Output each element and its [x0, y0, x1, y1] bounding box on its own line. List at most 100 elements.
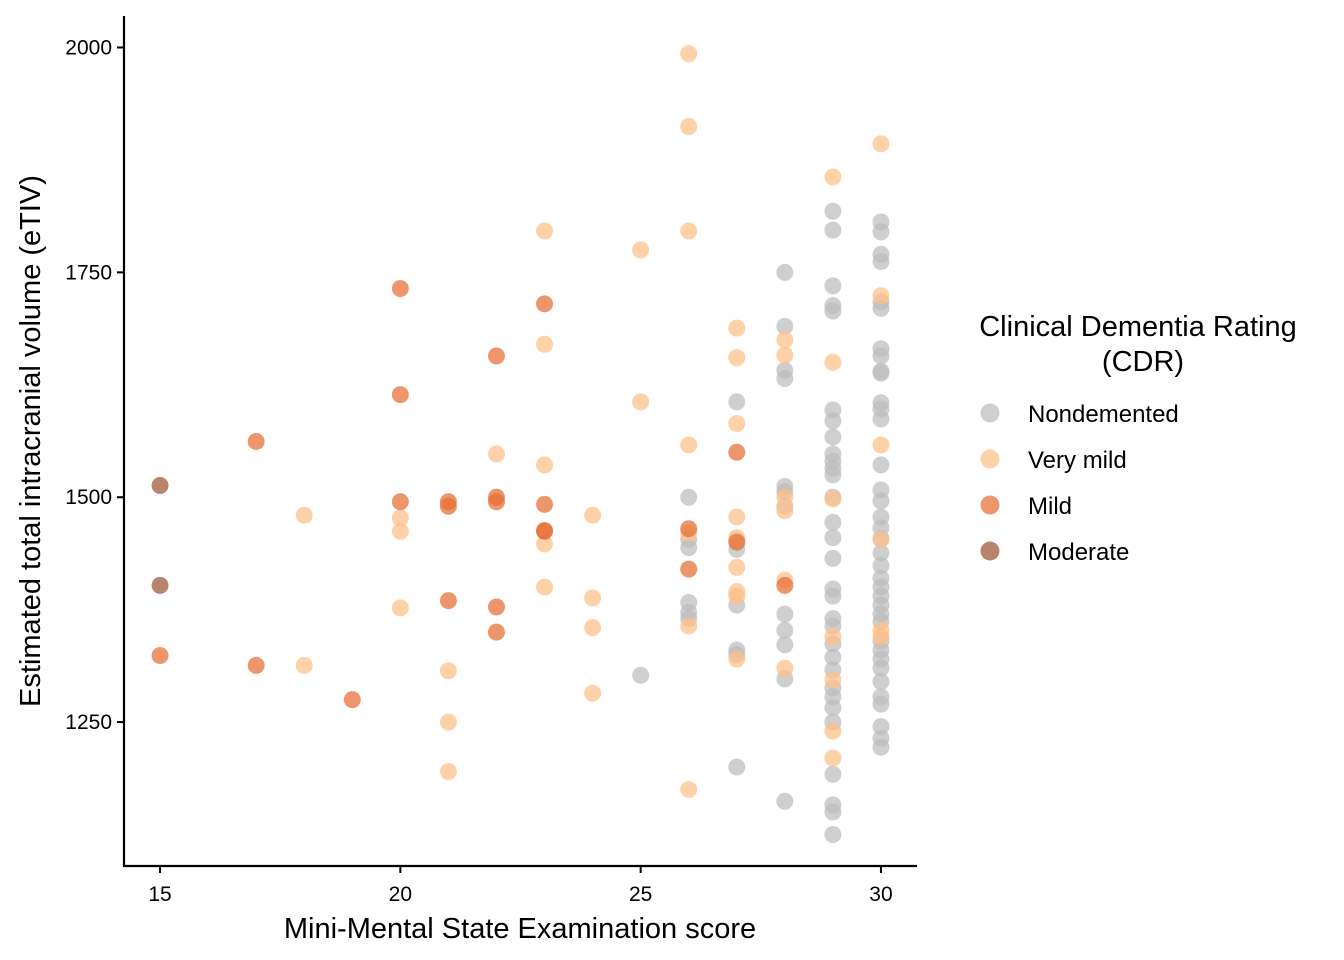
y-tick-label: 1750: [65, 261, 112, 284]
point-very-mild: [439, 763, 457, 781]
point-very-mild: [872, 287, 890, 305]
legend-label-moderate: Moderate: [1028, 539, 1129, 566]
point-very-mild: [776, 502, 794, 520]
point-very-mild: [824, 671, 842, 689]
point-nondemented: [872, 695, 890, 713]
point-very-mild: [776, 659, 794, 677]
x-axis-title: Mini-Mental State Examination score: [284, 913, 756, 945]
y-tick-label: 1500: [65, 486, 112, 509]
point-very-mild: [632, 393, 650, 411]
point-mild: [536, 295, 554, 313]
point-very-mild: [584, 619, 602, 637]
legend-key-moderate: [980, 541, 1000, 561]
point-mild: [391, 386, 409, 404]
point-nondemented: [872, 299, 890, 317]
point-nondemented: [872, 544, 890, 562]
point-very-mild: [439, 662, 457, 680]
point-very-mild: [824, 168, 842, 186]
point-nondemented: [776, 263, 794, 281]
point-nondemented: [776, 792, 794, 810]
point-moderate: [151, 576, 169, 594]
point-very-mild: [439, 713, 457, 731]
point-nondemented: [872, 347, 890, 365]
x-tick-label: 15: [148, 883, 171, 906]
point-nondemented: [824, 549, 842, 567]
points-layer: [151, 45, 890, 844]
point-nondemented: [776, 369, 794, 387]
point-very-mild: [824, 353, 842, 371]
point-mild: [439, 592, 457, 610]
point-nondemented: [824, 648, 842, 666]
point-nondemented: [776, 621, 794, 639]
point-nondemented: [824, 826, 842, 844]
point-very-mild: [728, 319, 746, 337]
legend-key-mild: [980, 495, 1000, 515]
point-very-mild: [776, 346, 794, 364]
point-very-mild: [391, 522, 409, 540]
point-nondemented: [872, 364, 890, 382]
point-nondemented: [824, 466, 842, 484]
point-very-mild: [536, 222, 554, 240]
point-very-mild: [680, 222, 698, 240]
point-mild: [487, 623, 505, 641]
legend-key-nondemented: [980, 403, 1000, 423]
point-mild: [487, 598, 505, 616]
point-mild: [728, 443, 746, 461]
point-very-mild: [632, 241, 650, 259]
point-very-mild: [295, 506, 313, 524]
point-very-mild: [728, 349, 746, 367]
point-very-mild: [824, 490, 842, 508]
point-mild: [536, 522, 554, 540]
point-very-mild: [584, 506, 602, 524]
point-nondemented: [680, 539, 698, 557]
x-ticks: 15 20 25 30: [148, 866, 893, 906]
x-tick-label: 20: [389, 883, 412, 906]
point-mild: [487, 493, 505, 511]
point-very-mild: [680, 118, 698, 136]
point-mild: [439, 497, 457, 515]
legend-items: Nondemented Very mild Mild Moderate: [980, 401, 1179, 566]
point-very-mild: [824, 628, 842, 646]
point-nondemented: [728, 758, 746, 776]
point-very-mild: [680, 45, 698, 63]
point-very-mild: [872, 135, 890, 153]
point-nondemented: [872, 253, 890, 271]
point-moderate: [151, 477, 169, 495]
point-very-mild: [680, 617, 698, 635]
point-mild: [728, 533, 746, 551]
point-nondemented: [776, 317, 794, 335]
point-very-mild: [728, 414, 746, 432]
point-nondemented: [872, 223, 890, 241]
point-nondemented: [824, 587, 842, 605]
point-very-mild: [728, 558, 746, 576]
point-nondemented: [824, 202, 842, 220]
point-mild: [247, 432, 265, 450]
point-mild: [151, 647, 169, 665]
legend-title-line2: (CDR): [1102, 346, 1184, 378]
point-nondemented: [872, 492, 890, 510]
point-nondemented: [872, 659, 890, 677]
legend-label-nondemented: Nondemented: [1028, 401, 1179, 428]
point-very-mild: [680, 781, 698, 799]
point-nondemented: [824, 412, 842, 430]
point-mild: [536, 495, 554, 513]
point-very-mild: [776, 488, 794, 506]
point-very-mild: [872, 530, 890, 548]
point-nondemented: [776, 636, 794, 654]
point-very-mild: [872, 436, 890, 454]
point-nondemented: [824, 221, 842, 239]
point-very-mild: [872, 628, 890, 646]
point-nondemented: [824, 529, 842, 547]
point-mild: [343, 691, 361, 709]
point-nondemented: [872, 557, 890, 575]
legend-key-very-mild: [980, 449, 1000, 469]
y-ticks: 1250 1500 1750 2000: [65, 36, 124, 734]
y-tick-label: 1250: [65, 711, 112, 734]
point-very-mild: [536, 456, 554, 474]
point-very-mild: [728, 650, 746, 668]
x-tick-label: 30: [869, 883, 892, 906]
point-nondemented: [824, 302, 842, 320]
point-mild: [391, 493, 409, 511]
point-mild: [680, 560, 698, 578]
